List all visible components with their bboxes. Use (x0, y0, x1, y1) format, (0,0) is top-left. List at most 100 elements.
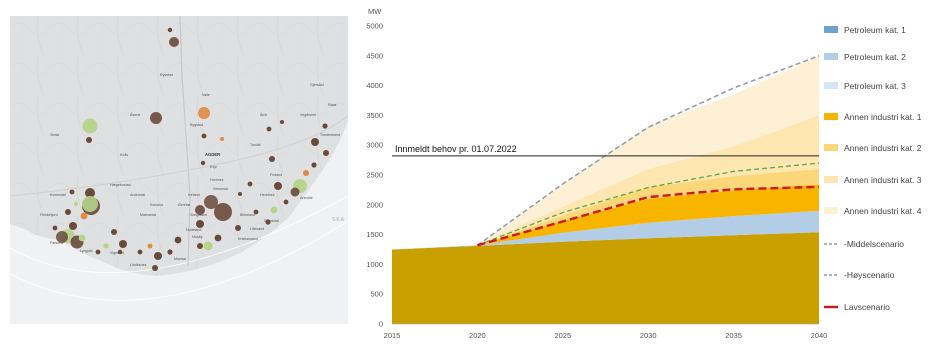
map-place-label: Herefoss (260, 193, 275, 197)
map-marker (266, 126, 272, 132)
map-marker (204, 195, 218, 209)
map-marker (82, 196, 98, 212)
y-tick-label: 3500 (366, 111, 383, 120)
map-marker (198, 107, 210, 119)
y-tick-label: 1000 (366, 260, 383, 269)
map-marker (214, 203, 232, 221)
area-series (392, 55, 819, 250)
map-marker (238, 192, 242, 196)
map-marker (200, 160, 206, 166)
map-place-label: Mosby (192, 235, 203, 239)
map-place-label: Bygland (190, 123, 203, 127)
y-tick-label: 4000 (366, 81, 383, 90)
legend-swatch (824, 176, 838, 183)
map-marker (247, 181, 253, 187)
scenario-line (477, 162, 820, 246)
legend-swatch (824, 26, 838, 33)
map-marker (119, 240, 127, 248)
map-marker (169, 37, 179, 47)
legend-label: Petroleum kat. 3 (844, 81, 906, 91)
map-place-label: Farsund (50, 241, 63, 245)
map-place-label: Vigeland (110, 251, 124, 255)
chart-legend: Petroleum kat. 1 Petroleum kat. 2 Petroleu… (824, 25, 922, 312)
map-place-label: Åseral (130, 112, 140, 117)
map-place-label: Mandal (174, 257, 186, 261)
map-marker (311, 162, 317, 168)
stacked-areas (392, 55, 819, 324)
map-place-label: Birkeland (240, 213, 255, 217)
y-tick-label: 1500 (366, 230, 383, 239)
x-tick-label: 2035 (725, 331, 742, 340)
map-marker (78, 234, 86, 242)
area-series (392, 184, 819, 250)
x-tick-label: 2040 (811, 331, 828, 340)
map-place-label: Kvås (120, 153, 128, 157)
legend-label: -Middelscenario (844, 239, 904, 249)
map-marker (270, 206, 278, 214)
map-marker (195, 205, 205, 215)
map-place-label: Vennesla (213, 187, 228, 191)
map-place-label: Kvinesdal (50, 193, 66, 197)
legend-swatch (824, 53, 838, 60)
map-marker (197, 243, 203, 249)
map-marker (80, 212, 88, 220)
map-marker (56, 231, 68, 243)
map-place-label: Marnardal (140, 213, 156, 217)
map-marker (95, 249, 101, 255)
map-place-label: Hornnes (210, 178, 224, 182)
map-marker (253, 209, 259, 215)
map-marker (201, 133, 207, 139)
legend-label: -Høyscenario (844, 270, 895, 280)
map-place-label: Tvedestrand (320, 133, 340, 137)
legend-swatch (824, 113, 838, 120)
map-main-road (10, 115, 348, 197)
y-axis-ticks: 0 500 1000 1500 2000 2500 3000 3500 4000 4500 5000 (366, 22, 383, 329)
map-place-label: Nodeland (186, 228, 201, 232)
legend-label: Petroleum kat. 1 (844, 25, 906, 35)
map-marker (150, 112, 162, 124)
map-marker (117, 249, 123, 255)
map-marker (85, 188, 95, 198)
region-map: Kristiansand Arendal Grimstad Lillesand Mand… (10, 16, 348, 324)
map-place-label: Hægebostad (110, 183, 131, 187)
y-tick-label: 2000 (366, 200, 383, 209)
map-marker (111, 229, 117, 235)
map-place-label: Rysstad (160, 73, 173, 77)
map-marker (52, 225, 58, 231)
map-marker (147, 243, 153, 249)
scenario-line (477, 185, 820, 247)
map-marker (269, 156, 275, 162)
map-marker (69, 189, 75, 195)
map-marker (265, 219, 271, 225)
map-markers (52, 27, 329, 271)
map-marker (280, 120, 284, 124)
map-marker (311, 138, 319, 146)
map-marker (323, 150, 329, 156)
x-tick-label: 2030 (640, 331, 657, 340)
x-tick-label: 2020 (469, 331, 486, 340)
map-marker (220, 137, 224, 141)
x-axis-ticks: 2015 2020 2025 2030 2035 2040 (384, 331, 828, 340)
legend-label: Annen industri kat. 4 (844, 206, 922, 216)
map-marker (65, 209, 71, 215)
map-marker (167, 27, 173, 33)
map-place-label: Grimstad (264, 219, 279, 223)
map-marker (203, 241, 213, 251)
map-marker (137, 249, 143, 255)
legend-swatch (824, 144, 838, 151)
map-place-label: Risør (328, 103, 337, 107)
map-marker (152, 265, 158, 271)
map-marker (167, 249, 173, 255)
map-marker (103, 243, 109, 249)
y-tick-label: 2500 (366, 171, 383, 180)
legend-swatch (824, 82, 838, 89)
map-place-label: Audnedal (130, 193, 145, 197)
map-boundary-line (10, 220, 348, 301)
region-label: AGDER (205, 152, 220, 157)
map-marker (290, 187, 300, 197)
map-marker (235, 225, 241, 231)
map-place-label: Lyngdal (80, 249, 93, 253)
map-place-label: Froland (270, 173, 282, 177)
map-place-label: Lillesand (250, 227, 264, 231)
